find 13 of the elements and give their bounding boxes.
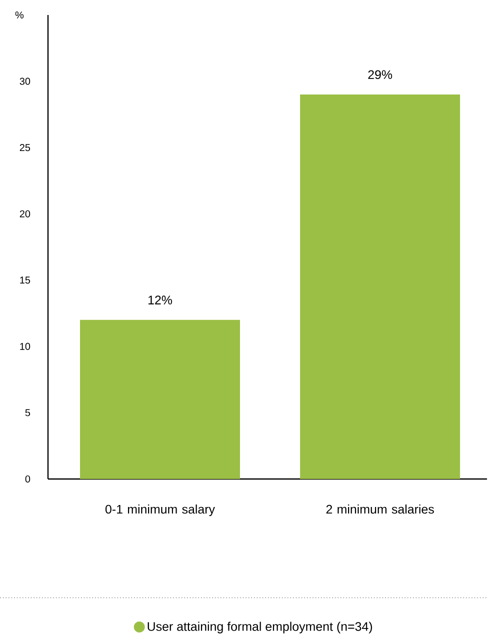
y-tick-label: 15 bbox=[20, 276, 30, 284]
y-tick-label: 20 bbox=[20, 210, 30, 218]
x-tick-label: 2 minimum salaries bbox=[326, 504, 434, 514]
y-tick-label: 25 bbox=[20, 144, 30, 152]
y-tick-label: 0 bbox=[25, 475, 30, 483]
y-tick-label: 10 bbox=[20, 342, 30, 350]
legend-label: User attaining formal employment (n=34) bbox=[148, 622, 372, 634]
x-tick-label: 0-1 minimum salary bbox=[105, 504, 215, 516]
y-tick-label: 5 bbox=[25, 409, 30, 416]
y-tick-label: 30 bbox=[20, 78, 30, 85]
y-axis-title: % bbox=[15, 12, 24, 18]
text: 12% bbox=[148, 296, 172, 304]
text: 29% bbox=[368, 70, 392, 80]
